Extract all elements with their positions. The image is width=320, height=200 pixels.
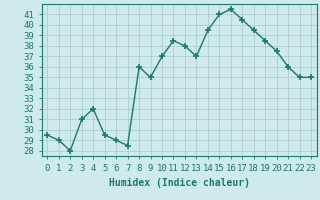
X-axis label: Humidex (Indice chaleur): Humidex (Indice chaleur) <box>109 178 250 188</box>
